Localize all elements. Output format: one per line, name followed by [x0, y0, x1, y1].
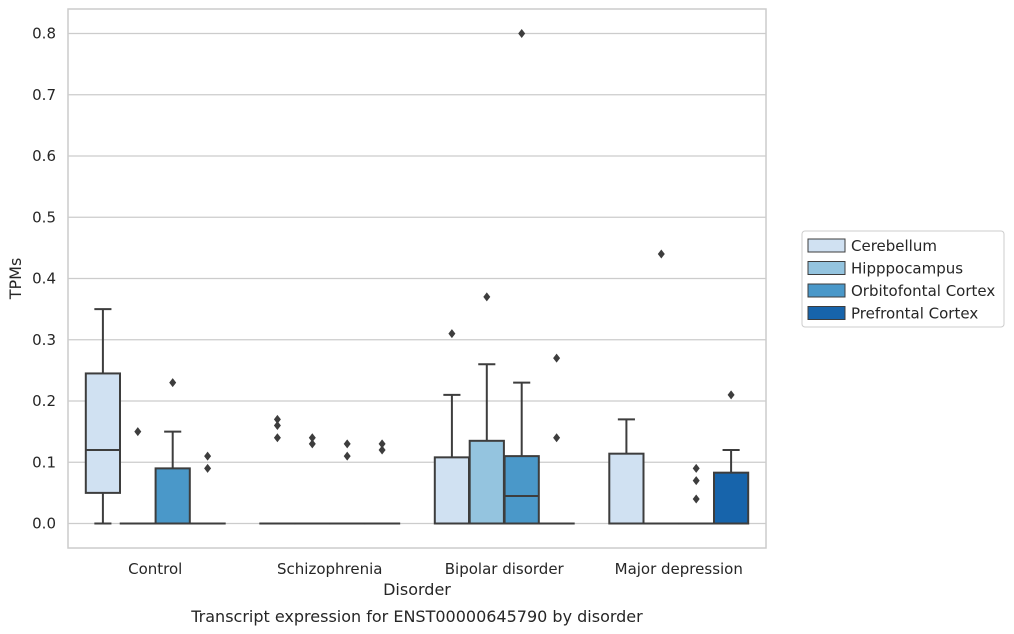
- legend-label: Orbitofontal Cortex: [851, 282, 995, 300]
- box-schizophrenia-orbitofontal-cortex: [329, 439, 366, 525]
- y-tick-labels: 0.0 0.1 0.2 0.3 0.4 0.5 0.6 0.7 0.8: [32, 25, 56, 533]
- box-control-prefrontal-cortex: [189, 451, 226, 525]
- box-body: [712, 471, 750, 525]
- legend-swatch: [807, 306, 846, 320]
- outlier-point: [553, 353, 561, 363]
- x-tick-label: Schizophrenia: [277, 560, 382, 578]
- gridlines: [68, 32, 766, 525]
- y-tick-label: 0.7: [32, 86, 56, 104]
- box-schizophrenia-cerebellum: [259, 414, 296, 525]
- legend-label: Hipppocampus: [851, 260, 963, 278]
- box-major-depression-cerebellum: [608, 418, 645, 525]
- box-body: [84, 372, 122, 494]
- box-control-cerebellum: [84, 308, 122, 525]
- outlier-point: [692, 463, 700, 473]
- y-tick-label: 0.6: [32, 147, 56, 165]
- box-schizophrenia-prefrontal-cortex: [363, 439, 401, 525]
- outlier-point: [134, 427, 142, 437]
- chart-title: Transcript expression for ENST0000064579…: [190, 607, 643, 626]
- outlier-point: [308, 433, 316, 443]
- box-body: [503, 455, 540, 525]
- box-schizophrenia-hipppocampus: [294, 433, 331, 525]
- outlier-point: [378, 445, 386, 455]
- legend-label: Prefrontal Cortex: [851, 305, 978, 323]
- legend-swatch: [807, 238, 846, 253]
- outlier-point: [553, 433, 561, 443]
- x-tick-labels: Control Schizophrenia Bipolar disorder Majo…: [128, 560, 743, 578]
- box-bipolar-disorder-hipppocampus: [468, 292, 505, 525]
- box-body: [433, 456, 471, 525]
- box-bipolar-disorder-prefrontal-cortex: [538, 353, 575, 525]
- outlier-point: [273, 421, 281, 430]
- box-major-depression-hipppocampus: [643, 249, 680, 525]
- y-tick-label: 0.1: [32, 453, 56, 471]
- box-series: [84, 29, 750, 525]
- box-major-depression-orbitofontal-cortex: [678, 463, 715, 525]
- box-body: [608, 452, 645, 525]
- box-major-depression-prefrontal-cortex: [712, 390, 750, 525]
- y-tick-label: 0.4: [32, 270, 56, 288]
- outlier-point: [273, 414, 281, 424]
- legend-swatch: [807, 261, 846, 275]
- y-axis-label: TPMs: [6, 258, 25, 301]
- outlier-point: [692, 494, 700, 504]
- y-tick-label: 0.5: [32, 208, 56, 226]
- y-tick-label: 0.0: [32, 515, 56, 533]
- x-axis-label: Disorder: [383, 580, 451, 599]
- box-body: [154, 467, 191, 525]
- x-tick-label: Control: [128, 560, 182, 578]
- legend-frame: [801, 230, 1005, 328]
- plot-frame: [67, 8, 767, 549]
- legend-label: Cerebellum: [851, 237, 937, 255]
- legend: Cerebellum Hipppocampus Orbitofontal Corte…: [801, 230, 1005, 328]
- outlier-point: [169, 378, 177, 388]
- box-bipolar-disorder-orbitofontal-cortex: [503, 29, 540, 525]
- outlier-point: [378, 439, 386, 449]
- box-control-hipppocampus: [119, 427, 156, 525]
- outlier-point: [727, 390, 735, 400]
- outlier-point: [448, 329, 456, 339]
- outlier-point: [308, 439, 316, 449]
- outlier-point: [657, 249, 665, 259]
- outlier-point: [204, 451, 212, 461]
- box-body: [468, 439, 505, 525]
- outlier-point: [343, 451, 351, 461]
- y-tick-label: 0.8: [32, 25, 56, 43]
- outlier-point: [273, 433, 281, 443]
- outlier-point: [204, 463, 212, 473]
- legend-swatch: [807, 283, 846, 298]
- y-tick-label: 0.2: [32, 392, 56, 410]
- outlier-point: [343, 439, 351, 449]
- outlier-point: [518, 29, 526, 38]
- outlier-point: [483, 292, 491, 302]
- box-bipolar-disorder-cerebellum: [433, 329, 471, 525]
- x-tick-label: Major depression: [615, 560, 743, 578]
- y-tick-label: 0.3: [32, 331, 56, 349]
- x-tick-label: Bipolar disorder: [445, 560, 565, 578]
- outlier-point: [692, 476, 700, 486]
- box-control-orbitofontal-cortex: [154, 378, 191, 525]
